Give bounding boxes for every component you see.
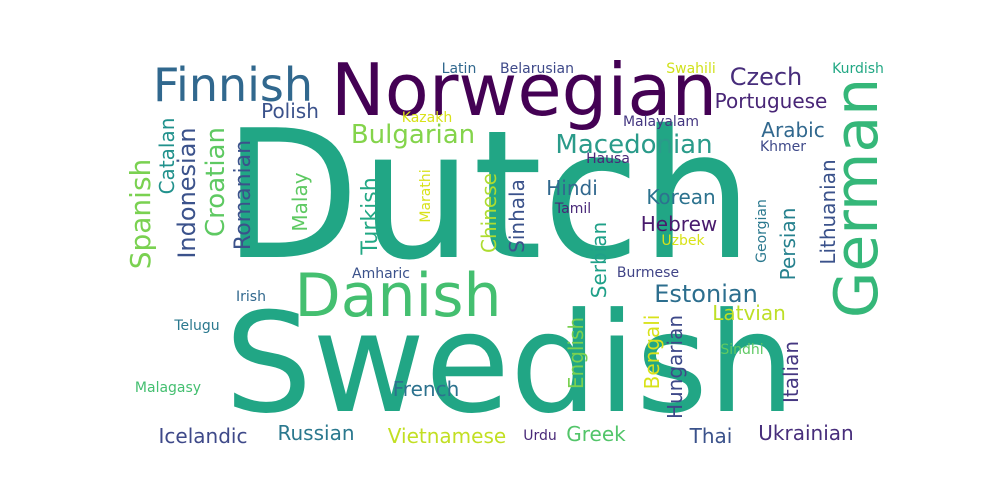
word-estonian: Estonian: [654, 280, 758, 308]
word-tamil: Tamil: [554, 201, 592, 217]
word-icelandic: Icelandic: [158, 424, 248, 448]
word-czech: Czech: [729, 63, 803, 91]
word-latin: Latin: [441, 61, 477, 77]
word-hungarian: Hungarian: [663, 314, 687, 420]
word-vietnamese: Vietnamese: [387, 424, 507, 448]
word-amharic: Amharic: [351, 266, 411, 282]
word-danish: Danish: [294, 261, 502, 331]
word-swedish: Swedish: [224, 283, 796, 444]
word-french: French: [392, 377, 460, 401]
word-ukrainian: Ukrainian: [758, 421, 854, 445]
word-portuguese: Portuguese: [714, 89, 828, 113]
word-russian: Russian: [277, 421, 355, 445]
word-sinhala: Sinhala: [505, 179, 529, 253]
word-polish: Polish: [261, 99, 319, 123]
word-lithuanian: Lithuanian: [816, 159, 840, 265]
word-burmese: Burmese: [616, 265, 680, 281]
word-telugu: Telugu: [174, 318, 220, 334]
word-malayalam: Malayalam: [622, 114, 700, 130]
word-swahili: Swahili: [666, 61, 716, 77]
word-thai: Thai: [689, 424, 733, 448]
word-persian: Persian: [776, 207, 800, 281]
word-chinese: Chinese: [477, 173, 501, 253]
word-macedonian: Macedonian: [555, 130, 713, 160]
word-english: English: [564, 316, 588, 390]
word-marathi: Marathi: [418, 169, 434, 223]
word-arabic: Arabic: [761, 118, 825, 142]
word-hebrew: Hebrew: [640, 212, 718, 236]
word-hausa: Hausa: [586, 151, 630, 167]
word-belarusian: Belarusian: [500, 61, 574, 77]
word-uzbek: Uzbek: [661, 233, 705, 249]
word-georgian: Georgian: [754, 199, 770, 263]
word-norwegian: Norwegian: [330, 48, 718, 132]
word-urdu: Urdu: [523, 428, 557, 444]
word-hindi: Hindi: [546, 176, 598, 200]
word-kurdish: Kurdish: [832, 61, 884, 77]
word-sindhi: Sindhi: [720, 342, 764, 358]
word-spanish: Spanish: [124, 158, 157, 270]
word-bulgarian: Bulgarian: [350, 120, 476, 150]
word-serbian: Serbian: [587, 221, 611, 299]
word-korean: Korean: [646, 185, 716, 209]
word-turkish: Turkish: [358, 177, 383, 255]
word-kazakh: Kazakh: [401, 110, 453, 126]
word-italian: Italian: [779, 340, 803, 404]
word-romanian: Romanian: [231, 139, 256, 251]
word-greek: Greek: [566, 422, 626, 446]
word-bengali: Bengali: [640, 314, 664, 390]
word-irish: Irish: [236, 289, 266, 305]
word-catalan: Catalan: [155, 117, 179, 195]
word-malay: Malay: [288, 172, 312, 232]
word-latvian: Latvian: [712, 301, 786, 325]
word-khmer: Khmer: [759, 139, 807, 155]
word-malagasy: Malagasy: [134, 380, 202, 396]
word-finnish: Finnish: [152, 58, 314, 112]
word-croatian: Croatian: [201, 127, 231, 237]
word-dutch: Dutch: [222, 92, 754, 299]
